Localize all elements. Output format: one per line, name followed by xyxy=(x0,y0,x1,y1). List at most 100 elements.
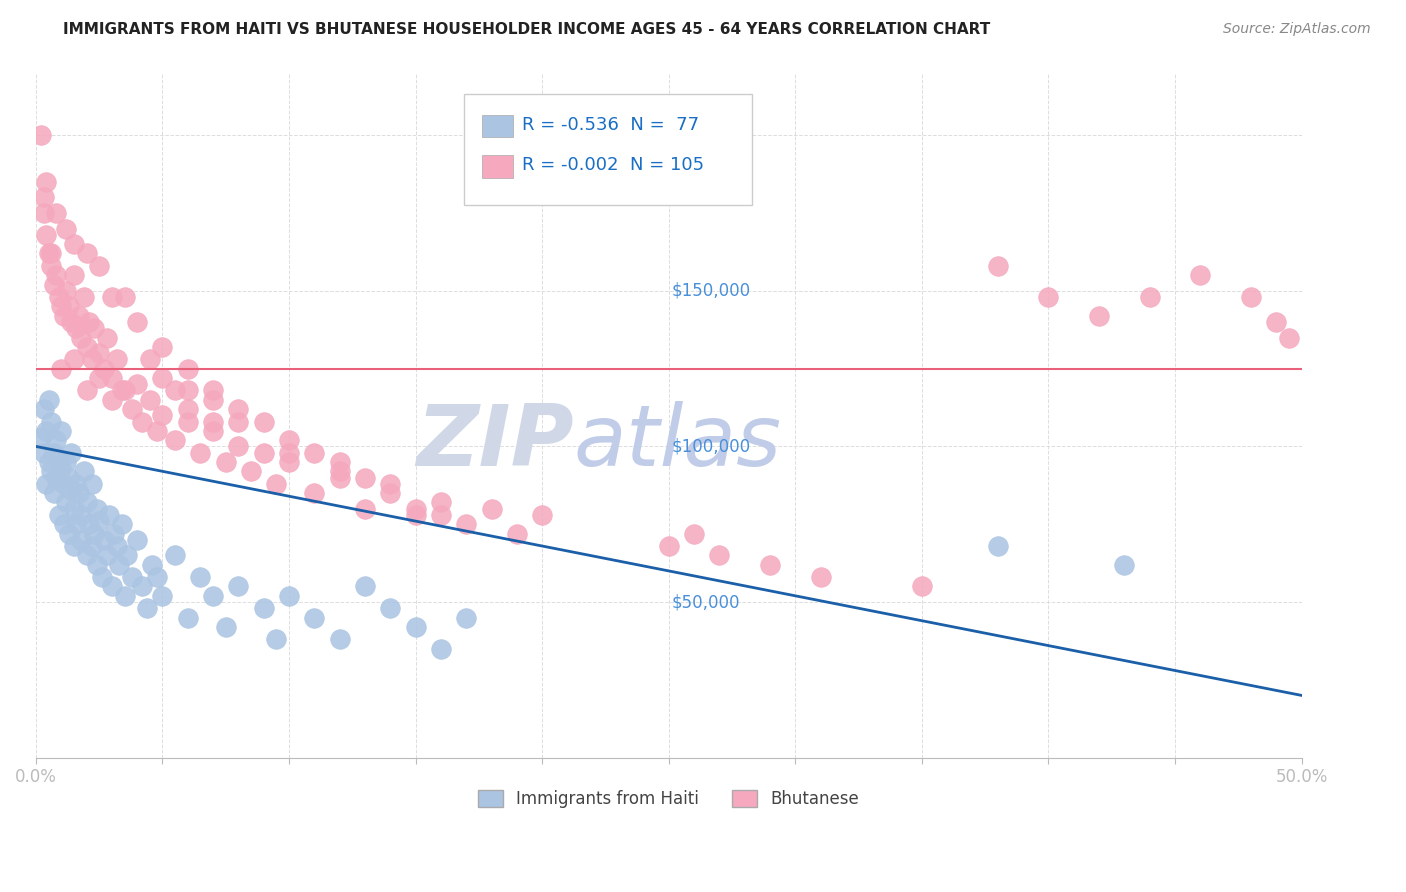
Point xyxy=(146,424,169,438)
Point xyxy=(96,330,118,344)
Point xyxy=(32,190,55,204)
Point xyxy=(165,549,187,563)
Point xyxy=(253,601,276,615)
Point xyxy=(32,445,55,459)
Point xyxy=(51,461,73,475)
Point xyxy=(73,464,96,478)
Point xyxy=(266,632,288,647)
Point xyxy=(63,268,86,283)
Point xyxy=(202,415,225,429)
Point xyxy=(45,268,67,283)
Point xyxy=(177,384,200,398)
Point xyxy=(114,290,136,304)
Point xyxy=(278,589,301,603)
Point xyxy=(105,539,128,553)
Point xyxy=(35,227,58,242)
Point xyxy=(52,476,75,491)
Point xyxy=(63,539,86,553)
Point xyxy=(506,526,529,541)
Point xyxy=(709,549,731,563)
Point xyxy=(45,206,67,220)
Point xyxy=(228,415,250,429)
Point xyxy=(38,392,60,407)
Point xyxy=(65,517,87,532)
Point xyxy=(202,589,225,603)
Point xyxy=(127,533,149,547)
Point xyxy=(105,352,128,367)
Point xyxy=(127,377,149,392)
Point xyxy=(101,392,124,407)
Point xyxy=(58,299,80,313)
Point xyxy=(177,415,200,429)
Point xyxy=(90,570,112,584)
Point xyxy=(127,315,149,329)
Point xyxy=(165,434,187,448)
Point xyxy=(177,361,200,376)
Point xyxy=(77,315,100,329)
Point xyxy=(304,445,326,459)
Point xyxy=(380,601,402,615)
Point xyxy=(131,415,153,429)
Point xyxy=(456,517,478,532)
Point xyxy=(141,558,163,572)
Point xyxy=(215,455,238,469)
Text: R = -0.002  N = 105: R = -0.002 N = 105 xyxy=(522,156,704,174)
Point xyxy=(65,321,87,335)
Point xyxy=(70,330,93,344)
Point xyxy=(139,352,162,367)
Point xyxy=(278,455,301,469)
Point xyxy=(111,517,134,532)
Point xyxy=(278,445,301,459)
Point xyxy=(108,558,131,572)
Point xyxy=(103,526,125,541)
Text: $150,000: $150,000 xyxy=(671,282,751,300)
Point xyxy=(405,508,427,522)
Point xyxy=(39,246,62,260)
Point xyxy=(83,526,105,541)
Point xyxy=(354,501,377,516)
Point xyxy=(228,579,250,593)
Point xyxy=(55,455,77,469)
Point xyxy=(1265,315,1288,329)
Point xyxy=(329,464,352,478)
Point xyxy=(80,539,103,553)
Point xyxy=(55,495,77,509)
Point xyxy=(456,610,478,624)
Point xyxy=(45,434,67,448)
Point xyxy=(76,384,98,398)
Point xyxy=(52,517,75,532)
Point xyxy=(266,476,288,491)
Point xyxy=(202,392,225,407)
Point xyxy=(39,464,62,478)
Text: Source: ZipAtlas.com: Source: ZipAtlas.com xyxy=(1223,22,1371,37)
Point xyxy=(60,445,83,459)
Point xyxy=(55,284,77,298)
Point xyxy=(240,464,263,478)
Point xyxy=(48,508,70,522)
Point xyxy=(73,290,96,304)
Point xyxy=(1114,558,1136,572)
Point xyxy=(165,384,187,398)
Point xyxy=(38,455,60,469)
Point xyxy=(51,361,73,376)
Point xyxy=(304,486,326,500)
Point xyxy=(42,445,65,459)
Text: atlas: atlas xyxy=(574,401,782,484)
Point xyxy=(39,415,62,429)
Point xyxy=(152,340,174,354)
Point xyxy=(139,392,162,407)
Point xyxy=(228,402,250,417)
Point xyxy=(329,632,352,647)
Point xyxy=(38,246,60,260)
Point xyxy=(987,539,1010,553)
Point xyxy=(1278,330,1301,344)
Point xyxy=(152,589,174,603)
Point xyxy=(32,206,55,220)
Point xyxy=(48,451,70,466)
Point xyxy=(115,549,138,563)
Point xyxy=(121,402,143,417)
Point xyxy=(354,579,377,593)
Point xyxy=(405,501,427,516)
Point xyxy=(93,533,115,547)
Point xyxy=(354,470,377,484)
